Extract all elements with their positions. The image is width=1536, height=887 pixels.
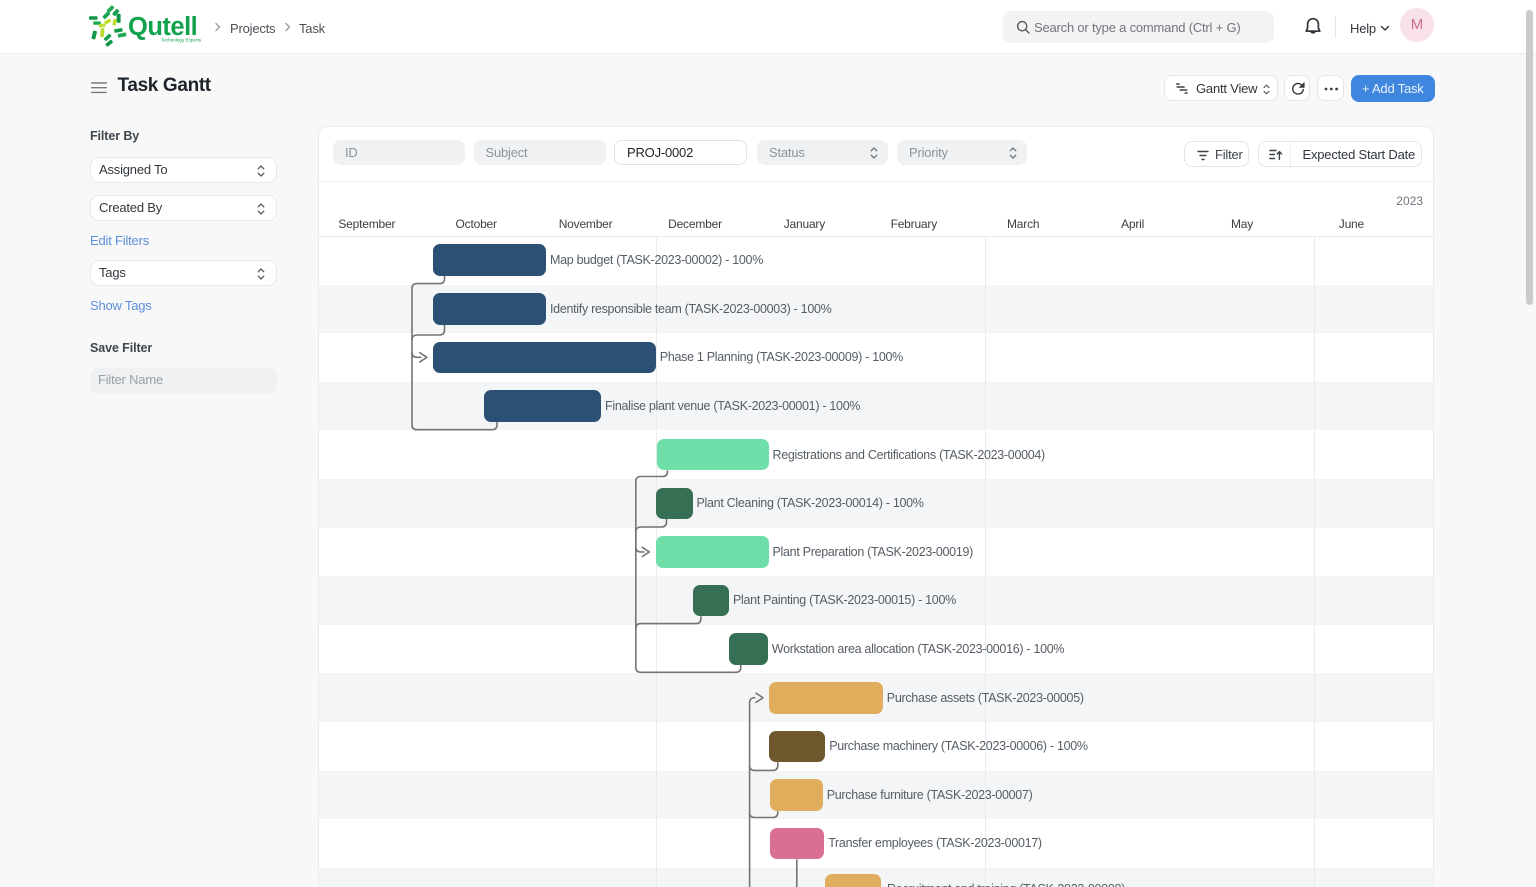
svg-text:Technology Experts: Technology Experts	[161, 38, 202, 43]
svg-text:Qutell: Qutell	[128, 13, 197, 41]
